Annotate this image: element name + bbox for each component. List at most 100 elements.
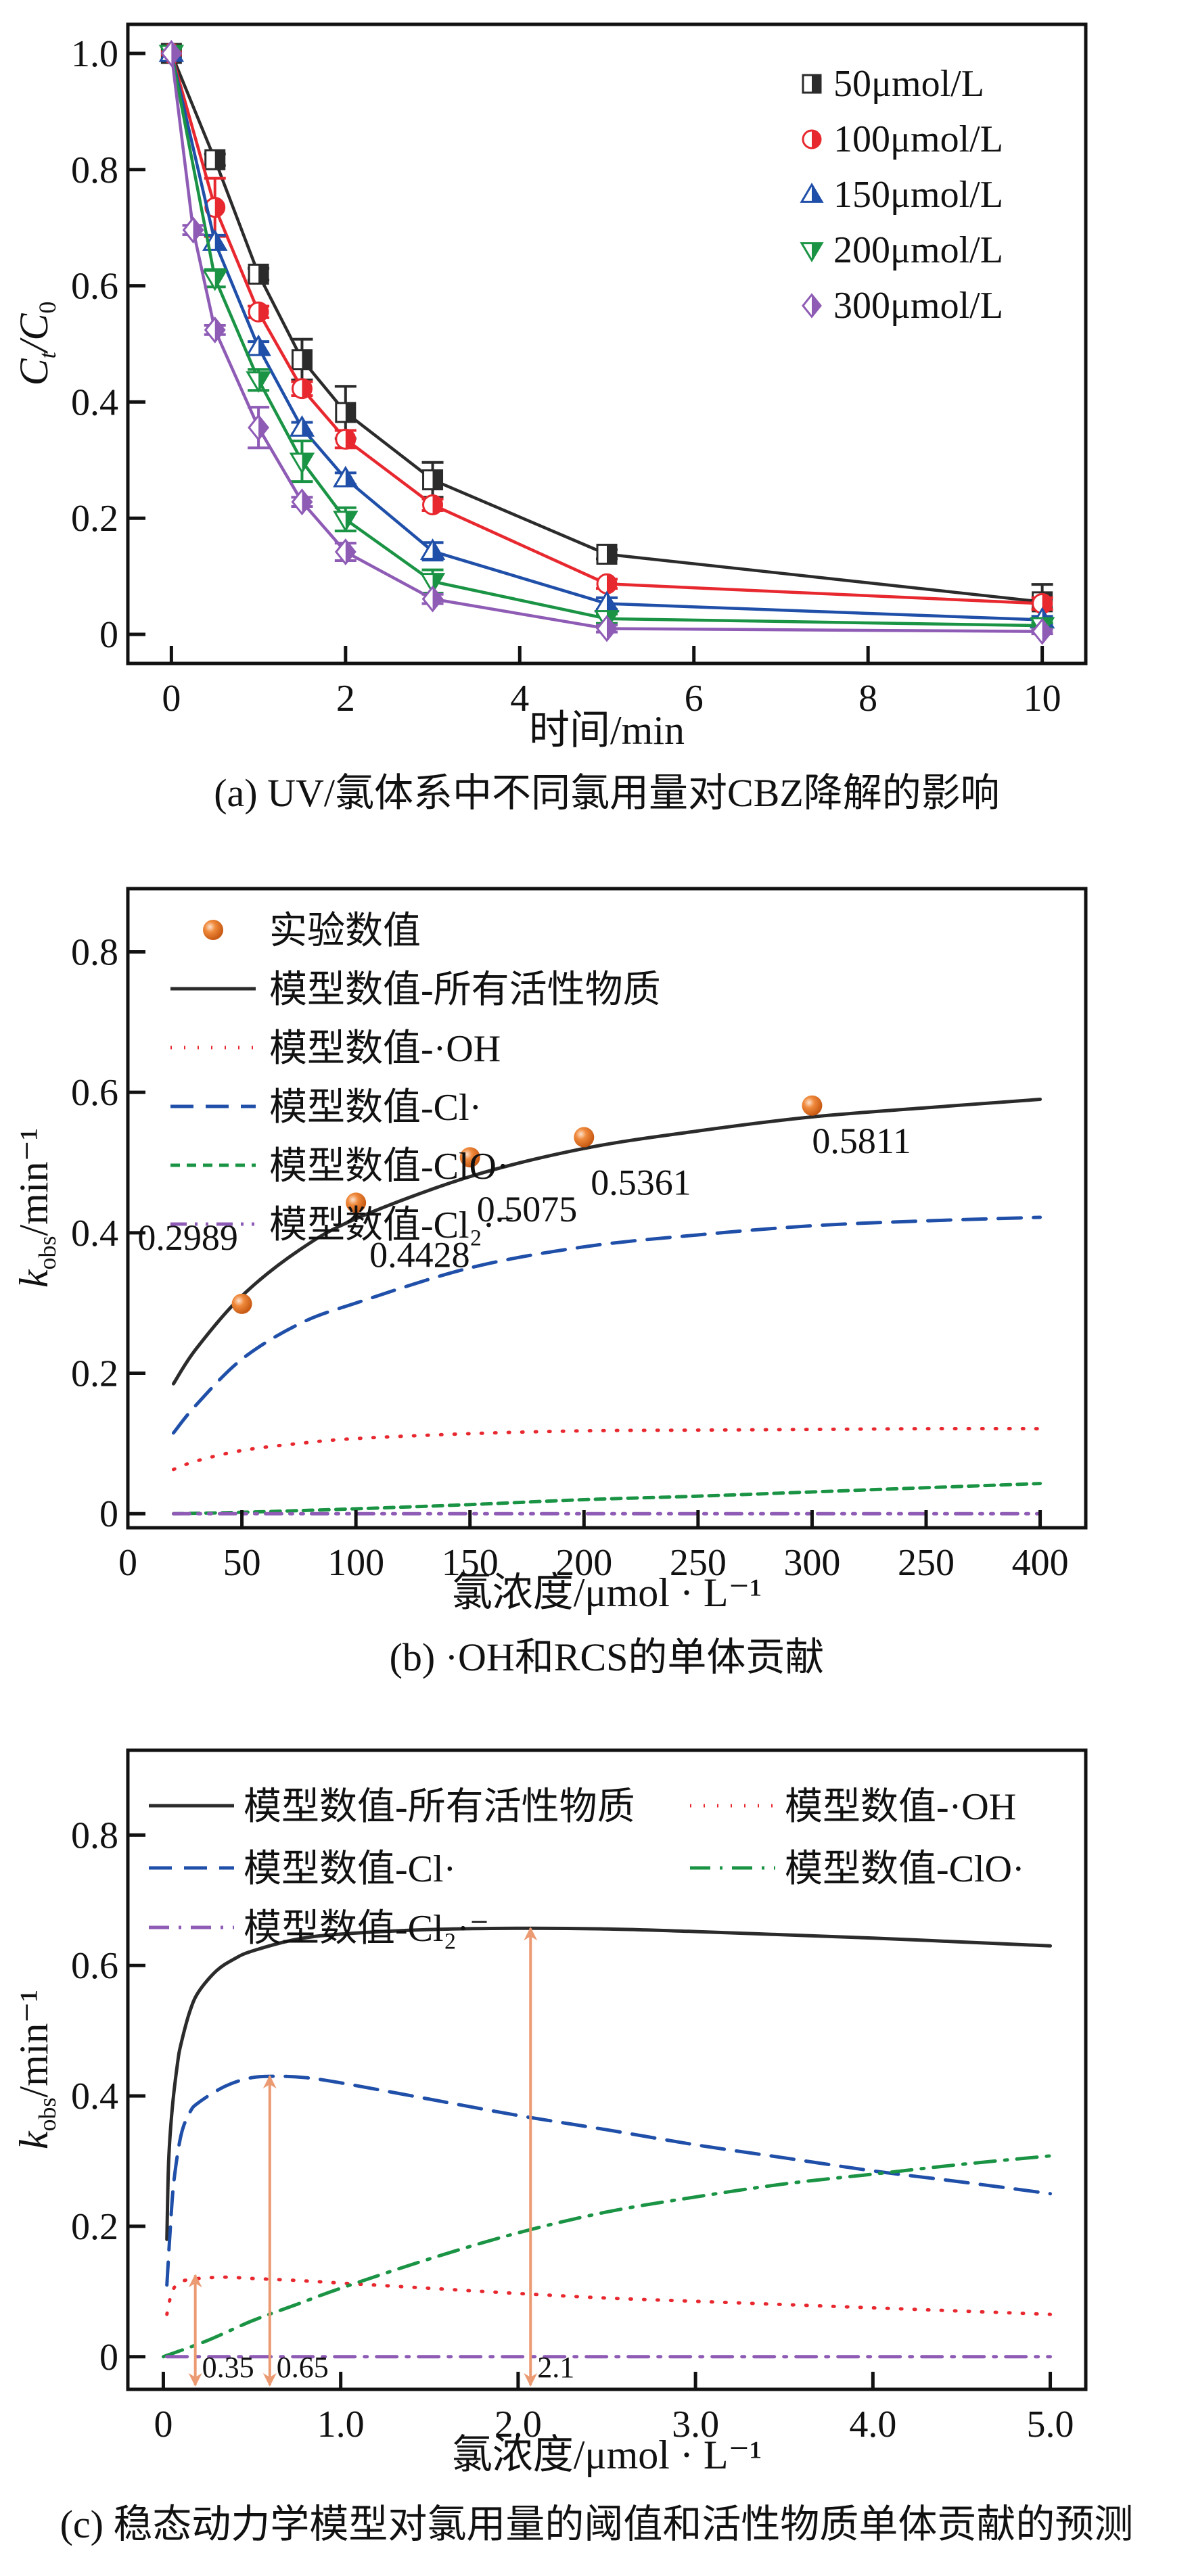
legend-marker	[203, 920, 223, 940]
data-point	[419, 538, 446, 560]
data-point	[419, 573, 446, 594]
legend-label: 模型数值-所有活性物质	[244, 1786, 635, 1828]
series-line	[165, 1926, 1053, 2241]
data-point	[335, 428, 357, 450]
data-label: 0.5075	[477, 1189, 578, 1230]
x-tick-label: 250	[670, 1542, 727, 1584]
data-marks	[158, 40, 1055, 645]
x-tick-label: 0	[118, 1542, 137, 1584]
legend-marker	[802, 74, 822, 94]
data-point	[204, 149, 226, 170]
data-point	[1032, 593, 1053, 615]
y-tick-label: 0.6	[71, 1072, 118, 1114]
data-point	[334, 538, 357, 565]
data-point	[248, 414, 270, 442]
data-point	[291, 488, 313, 516]
x-tick-label: 250	[898, 1542, 955, 1584]
legend-label: 200μmol/L	[833, 229, 1003, 271]
caption: (c) 稳态动力学模型对氯用量的阈值和活性物质单体贡献的预测	[60, 2502, 1134, 2546]
legend-item: 50μmol/L	[802, 63, 984, 105]
series-line	[170, 53, 1042, 622]
series-line	[171, 1482, 1042, 1516]
legend-label: 模型数值-ClO·	[785, 1848, 1025, 1890]
y-tick-label: 0	[99, 2337, 118, 2379]
x-axis-title: 氯浓度/μmol · L⁻¹	[452, 2433, 762, 2477]
legend-label: 模型数值-·OH	[785, 1786, 1016, 1828]
legend-label: 150μmol/L	[833, 174, 1003, 216]
data-point	[596, 573, 618, 594]
experimental-point	[231, 1293, 252, 1314]
data-point	[246, 371, 271, 393]
x-tick-label: 4	[510, 678, 529, 720]
data-label: 0.4428	[369, 1234, 470, 1275]
axes: 0 50 100 150 200 250 300 250 400 0 0.2 0.4 0.6 0.8	[71, 931, 1069, 1584]
legend-label: 模型数值-·OH	[269, 1028, 501, 1070]
legend-label: 100μmol/L	[833, 118, 1003, 160]
data-point	[596, 543, 618, 565]
series-line	[170, 53, 1042, 605]
x-tick-label: 5.0	[1027, 2404, 1074, 2445]
legend-item: 模型数值-ClO·	[170, 1146, 509, 1188]
x-tick-label: 3.0	[672, 2404, 719, 2445]
data-point	[422, 469, 444, 491]
x-tick-label: 4.0	[849, 2404, 896, 2445]
series-line	[171, 1427, 1042, 1472]
data-point	[291, 378, 313, 400]
legend-item: 模型数值-所有活性物质	[170, 969, 661, 1011]
panel-c-threshold-chart: 0.35 0.65 2.1 0 1.0 2.0 3.0 4.0 5.0 0 0.2 0.4 0.6 0.…	[12, 1748, 1134, 2546]
plot-frame	[126, 887, 1088, 1530]
x-tick-label: 1.0	[317, 2404, 365, 2445]
legend: 50μmol/L 100μmol/L 150μmol/L 200μmol/L 300μm…	[800, 63, 1003, 327]
legend-item: 模型数值-Cl₂·⁻	[149, 1908, 489, 1950]
x-tick-label: 6	[685, 678, 704, 720]
plot-frame	[126, 1748, 1088, 2391]
data-point	[333, 511, 359, 532]
threshold-arrow: 2.1	[524, 1927, 574, 2387]
x-axis-title: 氯浓度/μmol · L⁻¹	[452, 1570, 762, 1615]
legend-item: 150μmol/L	[800, 174, 1003, 216]
data-point	[421, 585, 444, 613]
x-tick-label: 10	[1024, 678, 1061, 720]
experimental-point	[459, 1147, 480, 1168]
experimental-point	[574, 1127, 595, 1148]
y-tick-label: 0.8	[71, 931, 118, 973]
x-tick-label: 150	[442, 1542, 499, 1584]
legend-item: 模型数值-所有活性物质	[149, 1786, 635, 1828]
threshold-arrow: 0.65	[262, 2075, 329, 2387]
legend-label: 模型数值-Cl·	[244, 1848, 456, 1890]
legend-marker	[802, 129, 822, 149]
legend-item: 模型数值-Cl·	[149, 1848, 456, 1890]
series-line	[165, 2074, 1053, 2287]
y-tick-label: 0.4	[71, 381, 118, 423]
legend-item: 300μmol/L	[802, 285, 1003, 327]
data-point	[335, 402, 357, 423]
data-point	[204, 197, 226, 218]
axes: 0 1.0 2.0 3.0 4.0 5.0 0 0.2 0.4 0.6 0.8	[71, 1814, 1074, 2445]
legend-label: 300μmol/L	[833, 285, 1003, 327]
data-point	[182, 216, 204, 244]
y-tick-label: 0.2	[71, 1353, 118, 1395]
y-tick-label: 0	[99, 1493, 118, 1535]
y-tick-label: 0.2	[71, 2206, 118, 2248]
legend-marker	[800, 183, 824, 203]
axes: 0 2 4 6 8 10 0 0.2 0.4 0.6 0.8 1.0	[71, 33, 1061, 720]
x-tick-label: 0	[162, 678, 181, 720]
caption: (a) UV/氯体系中不同氯用量对CBZ降解的影响	[214, 771, 1000, 815]
data-point	[289, 415, 315, 437]
panel-a-degradation-chart: 0 2 4 6 8 10 0 0.2 0.4 0.6 0.8 1.0 50μmol/L 100μmol/…	[12, 22, 1088, 815]
data-point	[160, 40, 183, 67]
threshold-label: 0.65	[277, 2351, 329, 2384]
data-point	[246, 334, 271, 356]
y-axis-title: Ct/C0	[12, 302, 61, 386]
legend-item: 100μmol/L	[802, 118, 1003, 160]
legend-item: 模型数值-Cl₂·⁻	[170, 1204, 515, 1246]
y-tick-label: 0.6	[71, 266, 118, 308]
legend-label: 50μmol/L	[833, 63, 984, 105]
caption: (b) ·OH和RCS的单体贡献	[390, 1635, 825, 1679]
y-tick-label: 0.4	[71, 1213, 118, 1255]
data-point	[202, 269, 228, 291]
x-tick-label: 300	[783, 1542, 840, 1584]
